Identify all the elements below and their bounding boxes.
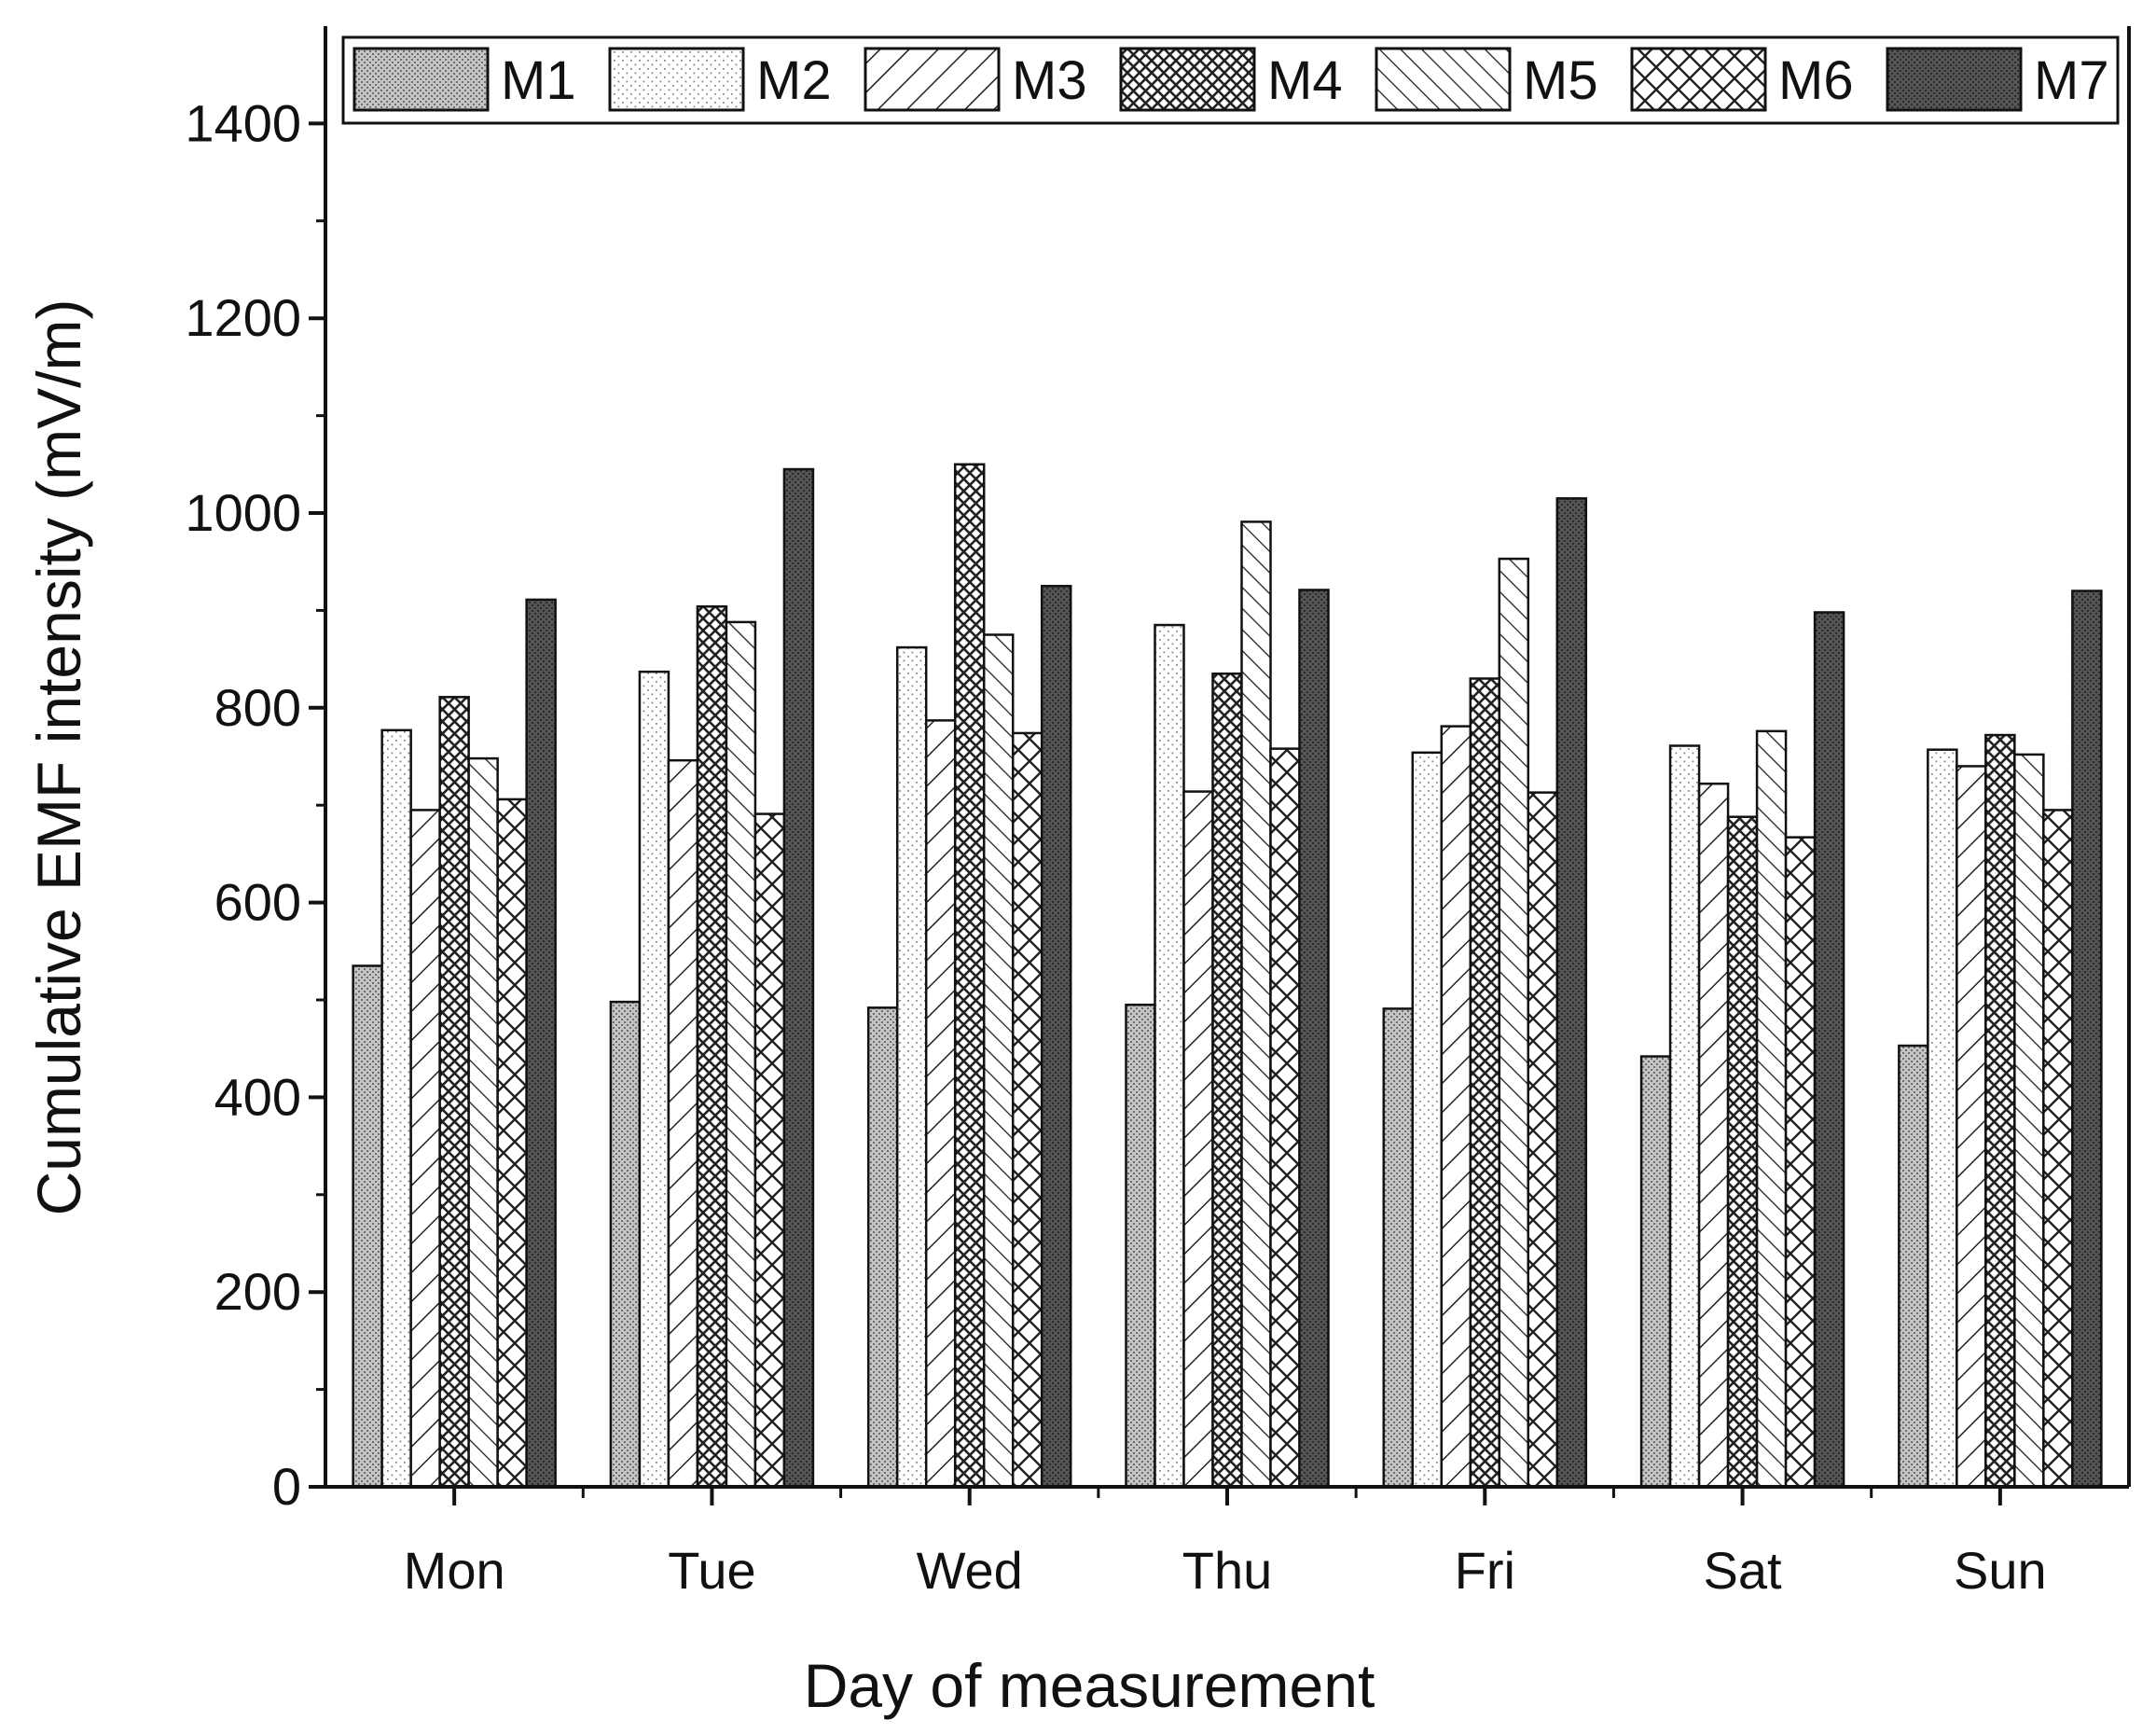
legend-swatch-m1 (352, 47, 490, 112)
bar-m6-sat (1784, 836, 1817, 1489)
y-tick-label: 800 (214, 678, 301, 737)
bar-m4-sat (1726, 815, 1759, 1489)
bar-m3-thu (1182, 790, 1214, 1489)
legend-swatch-m7 (1886, 47, 2023, 112)
legend-swatch-m6 (1630, 47, 1767, 112)
legend: M1 M2 M3 M4 M5 M6 M7 (341, 35, 2120, 125)
bar-m4-sun (1984, 733, 2016, 1489)
bar-m6-mon (496, 798, 528, 1489)
legend-label-m1: M1 (501, 50, 576, 111)
bar-m2-fri (1411, 751, 1444, 1489)
legend-swatch-m4 (1119, 47, 1256, 112)
bar-m7-tue (782, 467, 815, 1489)
bar-m7-mon (525, 598, 557, 1489)
bar-m5-tue (725, 620, 757, 1489)
bar-m2-sun (1927, 748, 1958, 1489)
bar-m5-mon (467, 756, 499, 1489)
y-axis-title: Cumulative EMF intensity (mV/m) (24, 299, 93, 1216)
bar-m6-wed (1011, 731, 1043, 1489)
legend-swatch-m3 (864, 47, 1001, 112)
x-tick-label: Mon (404, 1541, 505, 1600)
bar-m3-tue (667, 758, 699, 1489)
bar-m7-sun (2071, 590, 2103, 1489)
legend-swatch-m5 (1375, 47, 1512, 112)
y-tick-label: 1400 (185, 93, 301, 152)
x-tick-label: Sun (1954, 1541, 2047, 1600)
bar-m2-wed (895, 645, 928, 1489)
bar-m2-thu (1154, 623, 1185, 1489)
x-tick-label: Sat (1704, 1541, 1782, 1600)
bar-m5-sun (2013, 753, 2045, 1489)
bar-m4-thu (1211, 673, 1243, 1489)
bar-m5-thu (1240, 520, 1272, 1489)
bar-m3-wed (924, 719, 957, 1489)
bar-m7-sat (1813, 611, 1845, 1489)
legend-label-m2: M2 (756, 50, 832, 111)
x-tick-label: Thu (1182, 1541, 1273, 1600)
legend-label-m7: M7 (2034, 50, 2109, 111)
x-axis-title: Day of measurement (804, 1651, 1375, 1720)
y-tick-label: 400 (214, 1067, 301, 1126)
x-tick-label: Wed (917, 1541, 1023, 1600)
bar-m1-mon (352, 964, 383, 1489)
bar-m1-sun (1898, 1044, 1929, 1489)
legend-label-m6: M6 (1778, 50, 1854, 111)
bar-m4-wed (953, 463, 986, 1489)
bar-m5-sat (1755, 729, 1788, 1489)
bar-m7-fri (1555, 497, 1588, 1489)
bar-m4-mon (438, 696, 470, 1489)
bar-m3-sun (1956, 765, 1987, 1489)
bar-m2-sat (1668, 744, 1701, 1489)
y-tick-label: 600 (214, 873, 301, 932)
bar-m6-sun (2042, 809, 2074, 1489)
bar-m1-wed (866, 1006, 899, 1489)
y-tick-label: 1000 (185, 483, 301, 542)
y-tick-label: 200 (214, 1262, 301, 1321)
x-tick-label: Fri (1455, 1541, 1515, 1600)
bar-m1-tue (609, 1000, 642, 1489)
y-tick-label: 0 (272, 1457, 301, 1516)
bar-m4-tue (696, 604, 728, 1489)
x-tick-label: Tue (668, 1541, 755, 1600)
bar-m7-wed (1040, 585, 1072, 1489)
bars (352, 463, 2103, 1489)
bar-m1-sat (1639, 1055, 1672, 1489)
bar-m1-fri (1382, 1007, 1415, 1489)
x-axis-ticks: Mon Tue Wed Thu Fri Sat Sun (404, 1487, 2047, 1600)
bar-m7-thu (1298, 589, 1330, 1489)
legend-swatch-m2 (608, 47, 745, 112)
bar-m2-mon (380, 728, 412, 1489)
legend-label-m4: M4 (1267, 50, 1343, 111)
y-axis-ticks: 0 200 400 600 800 1000 1200 1400 (185, 93, 325, 1516)
bar-m4-fri (1469, 677, 1501, 1489)
bar-m3-sat (1697, 782, 1730, 1489)
bar-m6-tue (753, 812, 786, 1489)
bar-m2-tue (638, 670, 670, 1489)
bar-m5-fri (1498, 557, 1530, 1489)
y-tick-label: 1200 (185, 288, 301, 347)
bar-m6-thu (1269, 747, 1301, 1489)
bar-m6-fri (1527, 791, 1559, 1489)
bar-m3-fri (1440, 725, 1472, 1489)
bar-m5-wed (982, 633, 1015, 1489)
legend-label-m3: M3 (1012, 50, 1087, 111)
bar-m3-mon (409, 809, 441, 1489)
legend-label-m5: M5 (1523, 50, 1598, 111)
bar-m1-thu (1125, 1003, 1156, 1489)
